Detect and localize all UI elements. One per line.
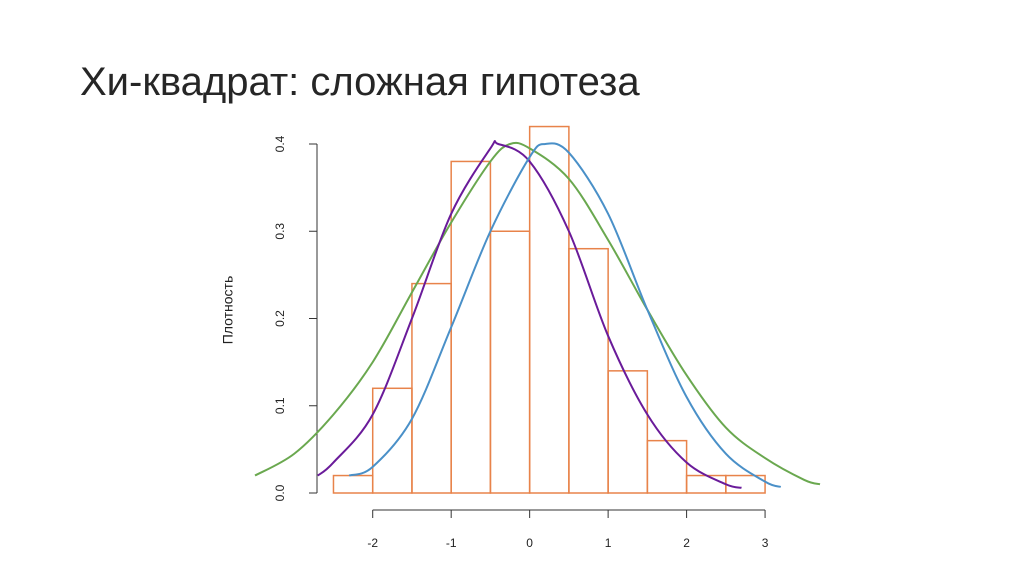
y-tick-label: 0.4 [273,135,287,152]
density-curve [348,142,782,488]
y-axis-label: Плотность [220,276,236,345]
x-tick-label: 1 [605,536,612,550]
y-tick-label: 0.3 [273,223,287,240]
slide-title: Хи-квадрат: сложная гипотеза [80,60,640,104]
density-curve [254,141,821,486]
histogram-bar [646,439,688,494]
histogram-bar [411,282,452,494]
density-curve [317,140,742,489]
y-tick-label: 0.2 [273,310,287,327]
y-tick-label: 0.1 [273,397,287,414]
x-tick-label: 3 [762,536,769,550]
x-tick-label: 2 [683,536,690,550]
histogram-bar [528,125,570,494]
histogram-bar [332,474,374,494]
histogram-bar [685,474,727,494]
histogram-bar [607,370,649,494]
y-tick-label: 0.0 [273,484,287,501]
histogram-bar [489,230,531,494]
x-tick-label: 0 [526,536,533,550]
x-tick-label: -2 [367,536,378,550]
x-tick-label: -1 [446,536,457,550]
